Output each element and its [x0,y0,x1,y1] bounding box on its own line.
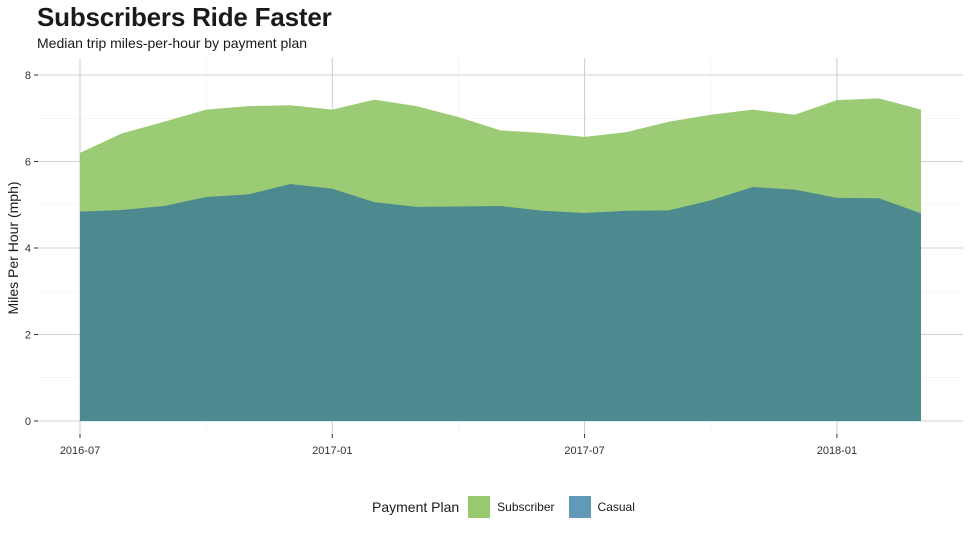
y-tick-label: 0 [25,416,31,428]
y-tick-label: 4 [25,243,31,255]
x-tick-label: 2018-01 [817,445,857,457]
x-tick-label: 2016-07 [60,445,100,457]
area-casual [80,183,921,421]
legend-label-subscriber: Subscriber [497,500,555,514]
y-tick-label: 6 [25,157,31,169]
legend-title: Payment Plan [372,499,460,515]
x-tick-label: 2017-07 [564,445,604,457]
y-axis-title: Miles Per Hour (mph) [5,181,21,314]
chart-subtitle: Median trip miles-per-hour by payment pl… [37,35,308,51]
legend-label-casual: Casual [597,500,635,514]
chart-title: Subscribers Ride Faster [37,2,332,32]
legend-key-casual [568,496,591,518]
y-tick-label: 8 [25,70,31,82]
y-tick-label: 2 [25,330,31,342]
legend: Payment Plan Subscriber Casual [372,496,649,518]
legend-key-subscriber [468,496,491,518]
x-tick-label: 2017-01 [312,445,352,457]
